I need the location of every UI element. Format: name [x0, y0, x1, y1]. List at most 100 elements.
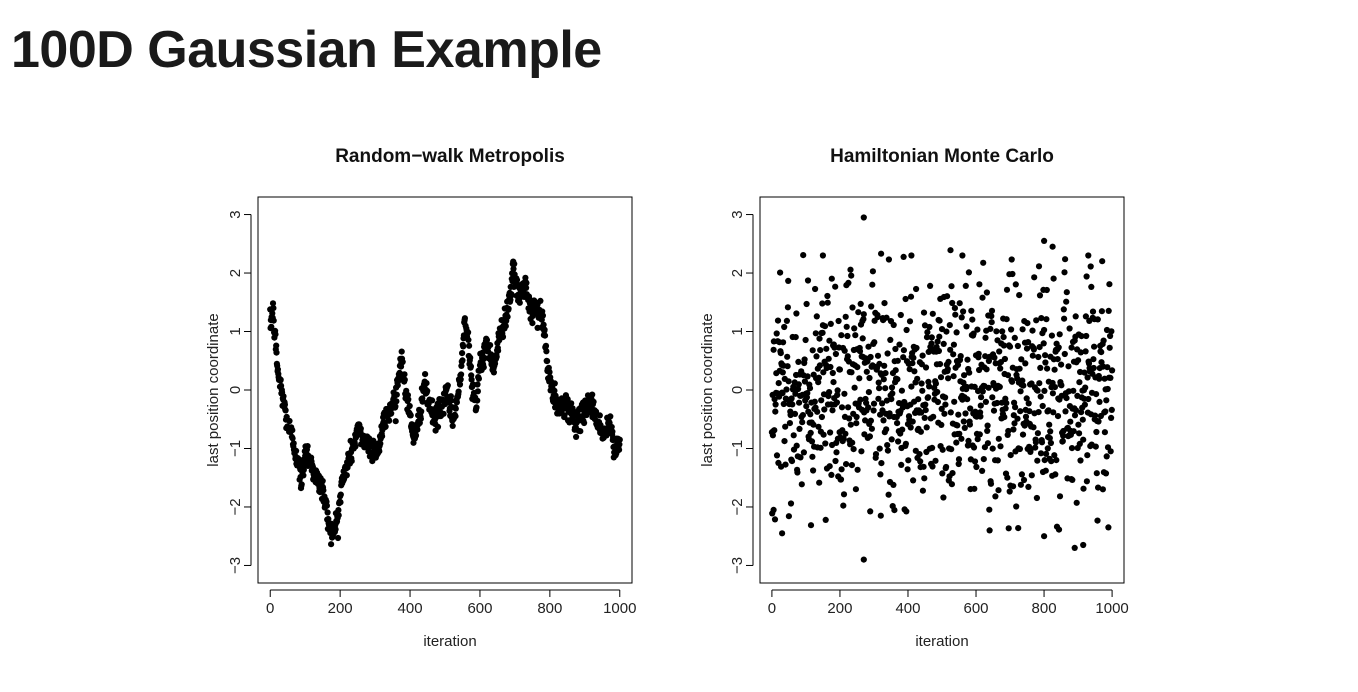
data-point [806, 385, 814, 392]
data-point [804, 277, 812, 284]
data-point [949, 299, 956, 307]
data-point [807, 522, 815, 529]
data-point [1012, 281, 1019, 288]
data-point [804, 373, 811, 380]
data-point [1023, 345, 1031, 352]
data-point [772, 408, 779, 415]
data-point [894, 420, 901, 427]
data-point [942, 394, 949, 401]
data-point [856, 375, 863, 382]
chart-panel-rwm: Random−walk Metropolis 0 200 400 600 800 1000… [205, 146, 636, 650]
data-point [890, 321, 897, 329]
data-point [544, 358, 551, 365]
data-point [564, 396, 571, 403]
data-point [819, 329, 826, 336]
data-point [392, 418, 399, 425]
data-point [904, 466, 911, 473]
data-point [343, 472, 350, 479]
data-point [896, 341, 903, 348]
data-point [282, 407, 289, 414]
data-point [440, 410, 447, 417]
y-tick-label-rwm: 0 [227, 386, 244, 394]
data-point [1030, 424, 1037, 431]
data-point [824, 292, 831, 300]
data-point [386, 417, 393, 424]
data-point [1085, 360, 1093, 367]
data-point [905, 457, 912, 464]
data-point [928, 340, 935, 347]
data-point [1018, 471, 1025, 478]
data-point [973, 463, 980, 471]
data-point [1089, 308, 1097, 315]
data-point [1107, 374, 1114, 381]
data-point [937, 374, 945, 381]
data-point [821, 323, 829, 330]
data-point [872, 451, 880, 458]
data-point [1019, 431, 1027, 438]
data-point [1043, 286, 1050, 294]
data-point [795, 381, 802, 388]
data-point [950, 341, 958, 348]
data-point [513, 276, 521, 284]
data-point [474, 388, 481, 395]
data-point [1082, 384, 1089, 391]
data-point [988, 307, 996, 314]
data-point [887, 336, 894, 343]
data-point [296, 458, 303, 465]
data-point [945, 375, 952, 382]
data-point [812, 285, 819, 293]
data-point [1076, 430, 1083, 437]
data-point [917, 428, 925, 435]
data-point [1054, 356, 1061, 363]
data-point [826, 337, 833, 344]
data-point [920, 309, 928, 316]
data-point [495, 347, 502, 354]
data-point [1069, 476, 1076, 483]
data-point [889, 390, 896, 397]
data-point [1104, 364, 1111, 371]
data-point [870, 407, 877, 414]
data-point [793, 310, 800, 317]
data-point [956, 300, 963, 307]
data-point [988, 313, 995, 320]
data-point [951, 398, 958, 405]
data-point [826, 463, 833, 470]
data-point [822, 440, 829, 447]
data-point [394, 382, 401, 389]
data-point [1088, 283, 1095, 290]
data-point [510, 265, 517, 272]
data-point [854, 364, 861, 371]
data-point [984, 422, 991, 429]
data-point [876, 385, 883, 392]
x-tick-label-rwm: 800 [537, 600, 562, 617]
data-point [780, 339, 787, 346]
data-point [801, 356, 808, 363]
data-point [590, 398, 597, 405]
data-point [516, 299, 523, 306]
data-point [883, 314, 890, 321]
data-point [789, 401, 796, 408]
x-tick-label-rwm: 1000 [603, 600, 636, 617]
data-point [983, 289, 991, 296]
chart-title-hmc: Hamiltonian Monte Carlo [830, 146, 1054, 167]
data-point [1041, 237, 1048, 244]
x-tick-label-hmc: 800 [1032, 600, 1057, 617]
data-point [845, 404, 852, 411]
data-point [448, 397, 455, 404]
data-point [884, 447, 892, 454]
x-tick-label-hmc: 400 [895, 600, 920, 617]
data-point [1082, 313, 1089, 320]
data-point [874, 352, 882, 359]
data-point [779, 390, 786, 397]
data-point [909, 360, 916, 367]
x-tick-label-rwm: 600 [467, 600, 492, 617]
data-point [1068, 445, 1076, 452]
data-point [786, 420, 794, 427]
data-point [1006, 488, 1013, 495]
data-point [816, 335, 823, 342]
data-point [867, 417, 875, 424]
data-point [1011, 420, 1018, 427]
data-point [1025, 400, 1032, 407]
data-point [944, 293, 951, 300]
data-point [1016, 292, 1023, 299]
